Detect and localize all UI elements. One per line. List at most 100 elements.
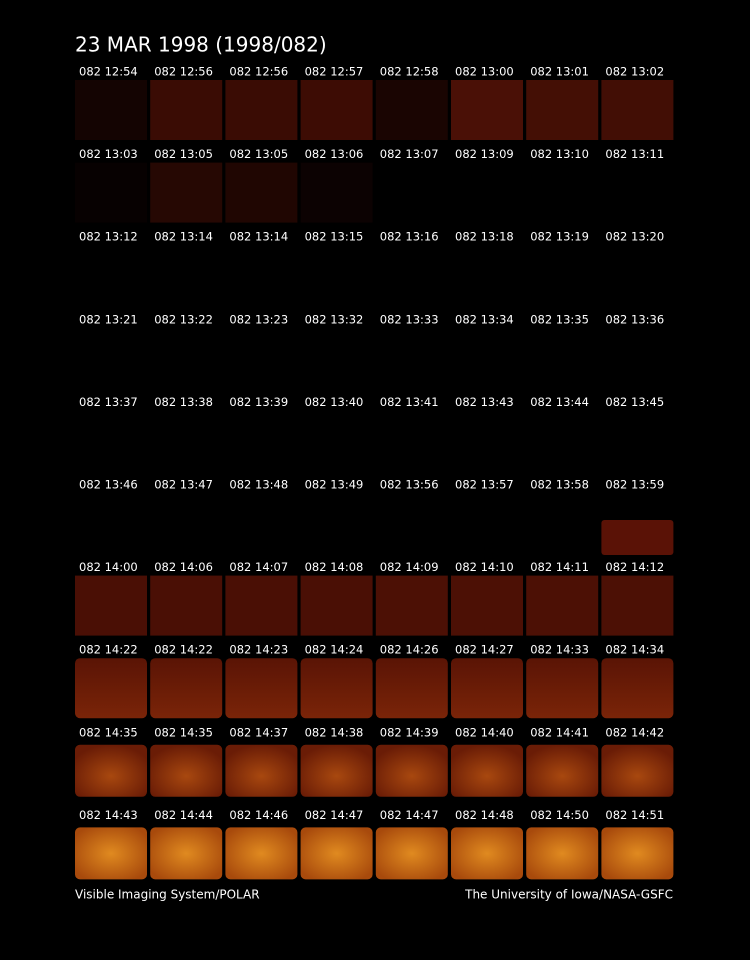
panel-label: 082 13:14: [154, 230, 213, 244]
panel-label: 082 13:43: [455, 395, 514, 409]
panel-image: [375, 827, 448, 880]
panel-image: [75, 162, 147, 223]
panel-image: [225, 658, 298, 719]
panel-label: 082 14:24: [305, 643, 364, 657]
panel-image: [225, 162, 298, 223]
panel-image: [451, 827, 523, 880]
panel-label: 082 14:10: [455, 560, 514, 574]
panel-label: 082 14:46: [229, 808, 288, 822]
panel-label: 082 14:50: [530, 808, 589, 822]
panel-image: [300, 744, 373, 797]
panel-label: 082 14:12: [605, 560, 664, 574]
panel-label: 082 13:02: [605, 65, 664, 79]
panel-label: 082 13:15: [305, 230, 364, 244]
panel-label: 082 14:34: [605, 643, 664, 657]
panel-label: 082 14:38: [305, 725, 364, 739]
panel-label: 082 12:58: [380, 65, 439, 79]
panel-image: [601, 744, 674, 797]
panel-label: 082 13:11: [605, 147, 664, 161]
panel-label: 082 14:40: [455, 725, 514, 739]
panel-label: 082 14:47: [305, 808, 364, 822]
panel-label: 082 14:23: [229, 643, 288, 657]
panel-label: 082 13:10: [530, 147, 589, 161]
panel-image: [150, 658, 223, 719]
panel-image: [75, 744, 147, 797]
panel-label: 082 14:00: [79, 560, 138, 574]
panel-label: 082 13:34: [455, 312, 514, 326]
panel-label: 082 13:40: [305, 395, 364, 409]
panel-image: [150, 575, 223, 636]
panel-image: [375, 80, 448, 140]
panel-image: [150, 162, 223, 223]
panel-label: 082 14:47: [380, 808, 439, 822]
panel-label: 082 13:07: [380, 147, 439, 161]
panel-label: 082 14:41: [530, 725, 589, 739]
panel-label: 082 13:56: [380, 478, 439, 492]
panel-label: 082 13:19: [530, 230, 589, 244]
panel-label: 082 13:46: [79, 478, 138, 492]
panel-label: 082 14:33: [530, 643, 589, 657]
panel-label: 082 13:01: [530, 65, 589, 79]
panel-image: [526, 827, 599, 880]
panel-image: [601, 520, 674, 555]
panel-label: 082 13:44: [530, 395, 589, 409]
panel-image: [601, 80, 674, 140]
panel-label: 082 14:39: [380, 725, 439, 739]
panel-label: 082 13:39: [229, 395, 288, 409]
panel-label: 082 14:09: [380, 560, 439, 574]
panel-label: 082 14:07: [229, 560, 288, 574]
panel-label: 082 14:22: [154, 643, 213, 657]
panel-label: 082 14:35: [154, 725, 213, 739]
panel-image: [451, 80, 523, 140]
panel-label: 082 14:48: [455, 808, 514, 822]
panel-label: 082 14:22: [79, 643, 138, 657]
panel-image: [300, 162, 373, 223]
panel-label: 082 13:18: [455, 230, 514, 244]
panel-label: 082 13:23: [229, 312, 288, 326]
panel-label: 082 14:11: [530, 560, 589, 574]
panel-image: [300, 827, 373, 880]
panel-image: [225, 827, 298, 880]
panel-image: [601, 575, 674, 636]
panel-image: [601, 658, 674, 719]
panel-label: 082 14:51: [605, 808, 664, 822]
panel-image: [451, 658, 523, 719]
panel-label: 082 13:35: [530, 312, 589, 326]
panel-image: [526, 80, 599, 140]
panel-label: 082 13:47: [154, 478, 213, 492]
panel-image: [526, 575, 599, 636]
panel-label: 082 13:22: [154, 312, 213, 326]
panel-image: [75, 575, 147, 636]
panel-label: 082 13:32: [305, 312, 364, 326]
panel-image: [150, 827, 223, 880]
panel-label: 082 13:14: [229, 230, 288, 244]
panel-label: 082 13:05: [229, 147, 288, 161]
panel-label: 082 12:54: [79, 65, 138, 79]
panel-label: 082 13:49: [305, 478, 364, 492]
panel-image: [526, 744, 599, 797]
panel-image: [75, 80, 147, 140]
panel-label: 082 13:45: [605, 395, 664, 409]
panel-image: [451, 744, 523, 797]
panel-label: 082 12:56: [229, 65, 288, 79]
footer-right: The University of Iowa/NASA-GSFC: [464, 888, 673, 902]
panel-label: 082 13:03: [79, 147, 138, 161]
panel-label: 082 14:43: [79, 808, 138, 822]
panel-label: 082 12:57: [305, 65, 364, 79]
panel-label: 082 13:05: [154, 147, 213, 161]
panel-label: 082 13:37: [79, 395, 138, 409]
panel-image: [300, 575, 373, 636]
panel-image: [526, 658, 599, 719]
panel-label: 082 14:08: [305, 560, 364, 574]
panel-label: 082 14:35: [79, 725, 138, 739]
panel-label: 082 13:41: [380, 395, 439, 409]
panel-image: [150, 80, 223, 140]
panel-image: [375, 575, 448, 636]
panel-label: 082 13:20: [605, 230, 664, 244]
panel-label: 082 12:56: [154, 65, 213, 79]
panel-label: 082 13:00: [455, 65, 514, 79]
panel-label: 082 13:33: [380, 312, 439, 326]
panel-label: 082 13:09: [455, 147, 514, 161]
